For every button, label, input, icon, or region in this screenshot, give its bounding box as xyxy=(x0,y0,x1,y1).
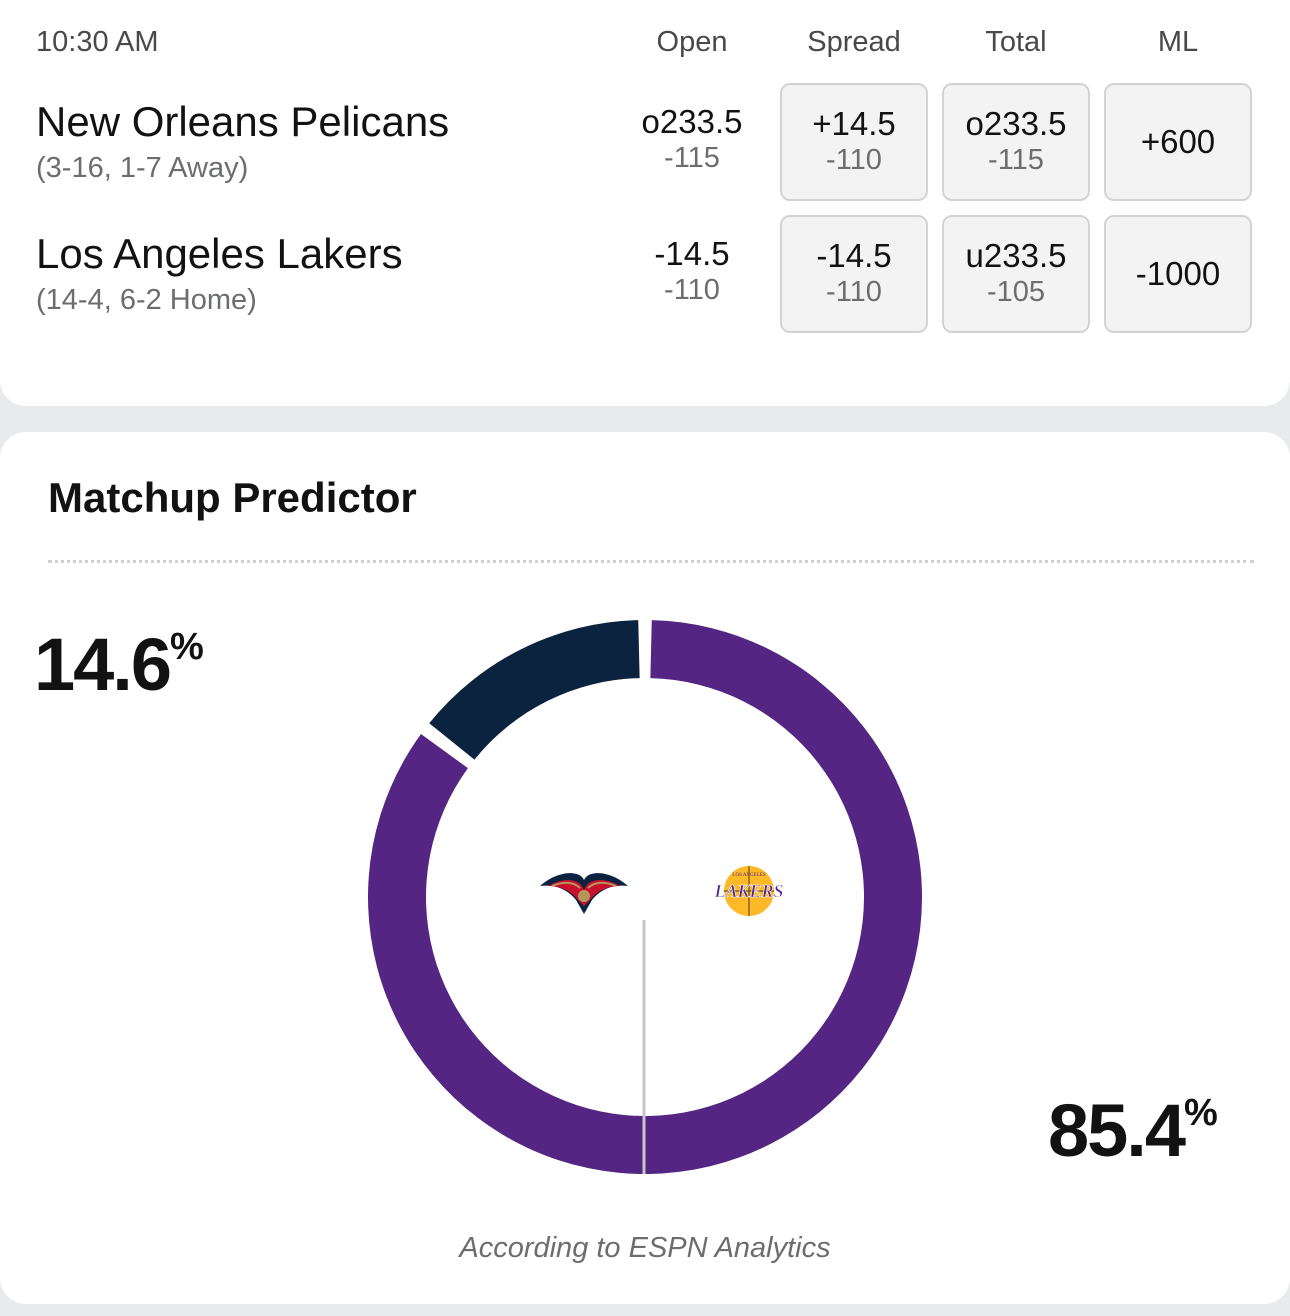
home-spread-button[interactable]: -14.5 -110 xyxy=(780,215,928,333)
moneyline-value: -1000 xyxy=(1135,255,1221,292)
total-price: -115 xyxy=(988,144,1044,176)
moneyline-value: +600 xyxy=(1140,123,1216,160)
column-header-spread: Spread xyxy=(807,26,901,58)
odds-card: 10:30 AM Open Spread Total ML New Orlean… xyxy=(0,0,1290,406)
home-win-probability: 85.4% xyxy=(1048,1088,1218,1173)
home-open-odds: -14.5 -110 xyxy=(618,236,766,308)
away-open-odds: o233.5 -115 xyxy=(618,104,766,176)
open-price: -110 xyxy=(664,274,720,306)
spread-line: +14.5 xyxy=(812,105,896,142)
away-team-record: (3-16, 1-7 Away) xyxy=(36,152,249,184)
percent-sign: % xyxy=(1184,1092,1218,1134)
lakers-logo-subtext: LOS ANGELES xyxy=(732,873,765,878)
away-win-probability: 14.6% xyxy=(34,622,204,707)
home-total-button[interactable]: u233.5 -105 xyxy=(942,215,1090,333)
lakers-logo: LAKERS LOS ANGELES xyxy=(713,866,784,916)
spread-price: -110 xyxy=(826,144,882,176)
away-total-button[interactable]: o233.5 -115 xyxy=(942,83,1090,201)
lakers-logo-wordmark: LAKERS xyxy=(713,881,783,901)
home-win-probability-value: 85.4 xyxy=(1048,1089,1186,1172)
column-header-total: Total xyxy=(985,26,1047,58)
away-spread-button[interactable]: +14.5 -110 xyxy=(780,83,928,201)
analytics-footnote: According to ESPN Analytics xyxy=(459,1232,831,1264)
spread-line: -14.5 xyxy=(816,237,892,274)
win-probability-donut: LAKERS LOS ANGELES xyxy=(368,620,922,1174)
column-header-ml: ML xyxy=(1157,26,1199,58)
matchup-predictor-title: Matchup Predictor xyxy=(48,474,417,521)
game-time: 10:30 AM xyxy=(36,26,159,58)
spread-price: -110 xyxy=(826,276,882,308)
home-team-name: Los Angeles Lakers xyxy=(36,230,403,277)
total-line: o233.5 xyxy=(965,105,1067,142)
away-moneyline-button[interactable]: +600 xyxy=(1104,83,1252,201)
total-price: -105 xyxy=(986,276,1046,308)
total-line: u233.5 xyxy=(965,237,1067,274)
open-price: -115 xyxy=(664,142,720,174)
away-probability-arc xyxy=(429,620,640,760)
pelicans-logo xyxy=(540,873,628,914)
open-line: o233.5 xyxy=(641,103,743,140)
home-moneyline-button[interactable]: -1000 xyxy=(1104,215,1252,333)
section-divider xyxy=(48,560,1254,563)
open-line: -14.5 xyxy=(654,235,730,272)
away-team-name: New Orleans Pelicans xyxy=(36,98,450,145)
away-win-probability-value: 14.6 xyxy=(34,623,172,706)
home-team-record: (14-4, 6-2 Home) xyxy=(36,284,257,316)
matchup-predictor-card: Matchup Predictor 14.6% LAKERS LOS ANGEL… xyxy=(0,432,1290,1304)
column-header-open: Open xyxy=(656,26,728,58)
percent-sign: % xyxy=(170,626,204,668)
